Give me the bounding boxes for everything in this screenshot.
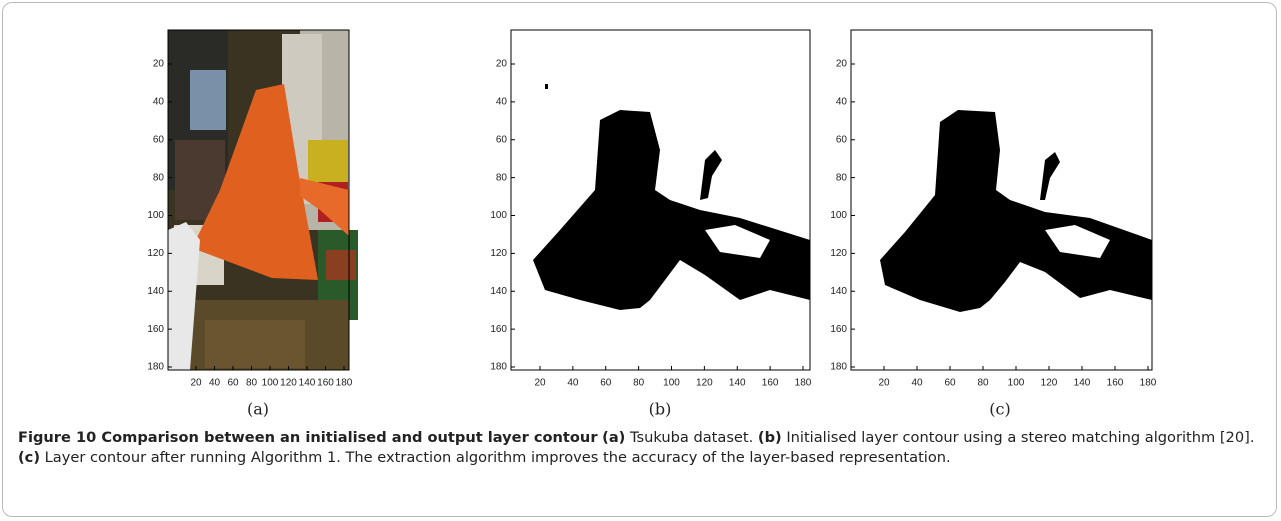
- caption-text: Tsukuba dataset.: [630, 429, 753, 446]
- caption-title: Figure 10 Comparison between an initiali…: [18, 429, 598, 446]
- y-tick-label: 160: [830, 324, 847, 335]
- x-tick-label: 140: [729, 378, 746, 389]
- y-tick-label: 20: [836, 59, 848, 70]
- y-tick-label: 60: [496, 134, 508, 145]
- x-tick-label: 60: [227, 378, 239, 389]
- x-tick-label: 20: [534, 378, 546, 389]
- x-tick-label: 120: [1041, 378, 1058, 389]
- y-tick-label: 160: [490, 324, 507, 335]
- panel-label: (c): [989, 400, 1010, 419]
- caption-text: Layer contour after running Algorithm 1.…: [45, 449, 951, 466]
- y-tick-label: 180: [830, 362, 847, 373]
- y-tick-label: 40: [496, 97, 508, 108]
- panel-label: (b): [649, 400, 672, 419]
- caption-text: Initialised layer contour using a stereo…: [786, 429, 1254, 446]
- y-tick-label: 180: [147, 362, 164, 373]
- x-tick-label: 180: [1140, 378, 1157, 389]
- x-tick-label: 40: [911, 378, 923, 389]
- caption-label: (b): [758, 429, 782, 446]
- x-tick-label: 140: [1074, 378, 1091, 389]
- panel-label: (a): [247, 400, 269, 419]
- x-tick-label: 160: [762, 378, 779, 389]
- x-tick-label: 100: [663, 378, 680, 389]
- y-tick-label: 40: [153, 97, 165, 108]
- x-tick-label: 100: [262, 378, 279, 389]
- x-tick-label: 40: [567, 378, 579, 389]
- y-tick-label: 60: [153, 134, 165, 145]
- x-tick-label: 80: [977, 378, 989, 389]
- caption: Figure 10 Comparison between an initiali…: [18, 428, 1266, 468]
- y-tick-label: 120: [147, 248, 164, 259]
- x-tick-label: 160: [1107, 378, 1124, 389]
- x-tick-label: 180: [795, 378, 812, 389]
- photo: [168, 30, 358, 370]
- x-tick-label: 80: [633, 378, 645, 389]
- caption-label: (c): [18, 449, 40, 466]
- y-tick-label: 180: [490, 362, 507, 373]
- y-tick-label: 60: [836, 134, 848, 145]
- y-tick-label: 20: [153, 59, 165, 70]
- y-tick-label: 120: [490, 248, 507, 259]
- x-tick-label: 180: [336, 378, 353, 389]
- x-tick-label: 80: [246, 378, 258, 389]
- x-tick-label: 60: [944, 378, 956, 389]
- x-tick-label: 40: [209, 378, 221, 389]
- y-tick-label: 80: [496, 172, 508, 183]
- x-tick-label: 160: [317, 378, 334, 389]
- y-tick-label: 100: [830, 210, 847, 221]
- y-tick-label: 140: [490, 286, 507, 297]
- y-tick-label: 140: [830, 286, 847, 297]
- caption-label: (a): [602, 429, 625, 446]
- x-tick-label: 60: [600, 378, 612, 389]
- y-tick-label: 140: [147, 286, 164, 297]
- x-tick-label: 120: [280, 378, 297, 389]
- x-tick-label: 100: [1008, 378, 1025, 389]
- y-tick-label: 80: [153, 172, 165, 183]
- contour-image: [851, 30, 1152, 370]
- y-tick-label: 160: [147, 324, 164, 335]
- y-tick-label: 100: [490, 210, 507, 221]
- x-tick-label: 20: [878, 378, 890, 389]
- y-tick-label: 100: [147, 210, 164, 221]
- x-tick-label: 120: [696, 378, 713, 389]
- y-tick-label: 40: [836, 97, 848, 108]
- y-tick-label: 120: [830, 248, 847, 259]
- contour-image: [511, 30, 810, 370]
- x-tick-label: 20: [190, 378, 202, 389]
- y-tick-label: 80: [836, 172, 848, 183]
- x-tick-label: 140: [299, 378, 316, 389]
- y-tick-label: 20: [496, 59, 508, 70]
